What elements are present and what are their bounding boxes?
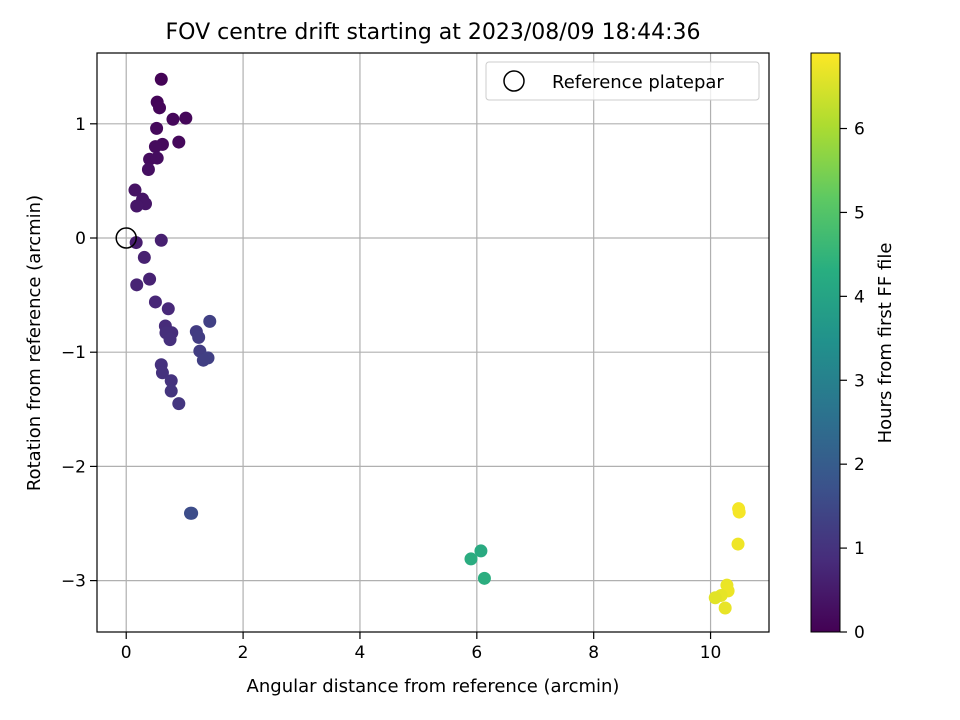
- colorbar: 0 1 2 3 4 5 6 Hours from first FF file: [810, 52, 896, 643]
- data-point: [203, 314, 217, 328]
- colorbar-tick-label: 4: [854, 287, 865, 307]
- data-point: [155, 366, 169, 380]
- colorbar-tick-label: 0: [854, 623, 865, 643]
- colorbar-tick-label: 6: [854, 120, 865, 140]
- data-point: [148, 140, 162, 154]
- chart-title: FOV centre drift starting at 2023/08/09 …: [166, 20, 701, 45]
- data-point: [154, 72, 168, 86]
- data-point: [179, 111, 193, 125]
- data-point: [164, 374, 178, 388]
- y-tick-label: −2: [61, 457, 86, 477]
- data-point: [474, 544, 488, 558]
- grid: [97, 53, 769, 632]
- plot-area-frame: [96, 52, 770, 633]
- data-point: [732, 505, 746, 519]
- data-point: [708, 591, 722, 605]
- data-point: [196, 353, 210, 367]
- colorbar-tick-label: 2: [854, 455, 865, 475]
- data-point: [150, 151, 164, 165]
- data-point: [166, 112, 180, 126]
- data-point: [718, 601, 732, 615]
- legend-label: Reference platepar: [552, 72, 724, 93]
- data-point: [731, 537, 745, 551]
- x-tick-label: 10: [700, 643, 722, 663]
- colorbar-tick-label: 3: [854, 371, 865, 391]
- x-axis-ticks: 0 2 4 6 8 10: [121, 632, 722, 663]
- colorbar-gradient: [810, 52, 841, 633]
- data-point: [161, 302, 175, 316]
- data-point: [185, 506, 199, 520]
- x-tick-label: 2: [238, 643, 249, 663]
- data-point: [143, 272, 157, 286]
- y-tick-label: 1: [75, 115, 86, 135]
- y-axis-ticks: −3 −2 −1 0 1: [61, 115, 97, 592]
- data-point: [148, 295, 162, 309]
- y-tick-label: −3: [61, 572, 86, 592]
- colorbar-label: Hours from first FF file: [875, 243, 896, 444]
- scatter-points: [115, 72, 746, 615]
- legend-box: [485, 61, 760, 101]
- y-axis-label: Rotation from reference (arcmin): [24, 195, 45, 491]
- x-tick-label: 6: [471, 643, 482, 663]
- data-point: [164, 384, 178, 398]
- colorbar-tick-label: 5: [854, 203, 865, 223]
- legend-marker-icon: [503, 70, 525, 92]
- reference-point-marker: [115, 227, 137, 249]
- data-point: [163, 333, 177, 347]
- data-point: [154, 233, 168, 247]
- colorbar-tick-label: 1: [854, 539, 865, 559]
- data-point: [464, 552, 478, 566]
- x-tick-label: 4: [355, 643, 366, 663]
- x-tick-label: 0: [121, 643, 132, 663]
- colorbar-ticks: 0 1 2 3 4 5 6: [840, 120, 865, 643]
- data-point: [137, 250, 151, 264]
- data-point: [192, 330, 206, 344]
- x-tick-label: 8: [588, 643, 599, 663]
- y-tick-label: −1: [61, 343, 86, 363]
- data-point: [130, 278, 144, 292]
- legend: Reference platepar: [485, 61, 760, 101]
- data-point: [141, 162, 155, 176]
- x-axis-label: Angular distance from reference (arcmin): [247, 676, 620, 697]
- data-point: [153, 101, 167, 115]
- data-point: [172, 397, 186, 411]
- data-point: [130, 199, 144, 213]
- data-point: [150, 121, 164, 135]
- data-point: [128, 183, 142, 197]
- data-point: [477, 571, 491, 585]
- y-tick-label: 0: [75, 229, 86, 249]
- data-point: [172, 135, 186, 149]
